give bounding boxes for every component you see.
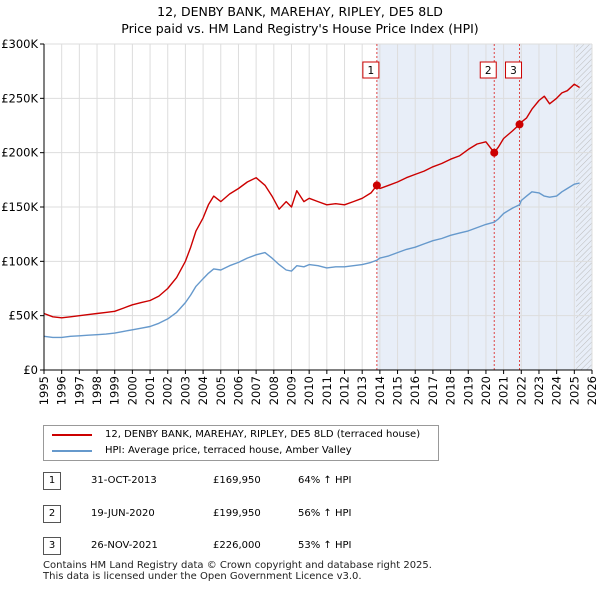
sale-point bbox=[490, 148, 499, 157]
footer-line-2: This data is licensed under the Open Gov… bbox=[43, 571, 362, 582]
sale-hpi-change: 56% ↑ HPI bbox=[298, 508, 352, 519]
sale-marker-labels: 1 2 3 bbox=[362, 61, 523, 79]
x-tick-label: 2012 bbox=[338, 376, 352, 405]
x-axis: 1995 1996 1997 1998 1999 2000 2001 2002 2003 2004… bbox=[37, 369, 599, 405]
x-tick-label: 2017 bbox=[426, 376, 440, 405]
y-tick-label: £300K bbox=[1, 37, 38, 51]
x-tick-label: 2025 bbox=[567, 376, 581, 405]
legend-swatch-hpi bbox=[52, 450, 92, 452]
x-tick-label: 1995 bbox=[37, 376, 51, 405]
sale-date: 26-NOV-2021 bbox=[91, 540, 158, 551]
sale-date: 19-JUN-2020 bbox=[91, 508, 155, 519]
x-tick-label: 1997 bbox=[72, 376, 86, 405]
y-tick-label: £150K bbox=[1, 200, 38, 214]
x-tick-label: 1996 bbox=[55, 376, 69, 405]
sale-marker-box bbox=[362, 61, 380, 79]
sale-points bbox=[372, 120, 524, 190]
series-lines bbox=[43, 83, 580, 339]
sale-price: £169,950 bbox=[213, 475, 261, 486]
property-price-line bbox=[43, 83, 580, 319]
x-tick-label: 2007 bbox=[249, 376, 263, 405]
chart-title: 12, DENBY BANK, MAREHAY, RIPLEY, DE5 8LD… bbox=[0, 3, 600, 37]
x-tick-label: 2019 bbox=[461, 376, 475, 405]
sale-number: 1 bbox=[43, 472, 61, 490]
title-line-1: 12, DENBY BANK, MAREHAY, RIPLEY, DE5 8LD bbox=[157, 4, 443, 19]
x-tick-label: 2021 bbox=[497, 376, 511, 405]
sale-price: £226,000 bbox=[213, 540, 261, 551]
sale-marker-label: 1 bbox=[368, 65, 375, 77]
price-chart: 1 2 3 £0 £50K £100K £150K £200K £250K £300K 1995… bbox=[1, 37, 599, 405]
y-tick-label: £50K bbox=[9, 309, 39, 323]
y-tick-label: £200K bbox=[1, 146, 38, 160]
x-tick-label: 2014 bbox=[373, 376, 387, 405]
sale-marker-box bbox=[479, 61, 497, 79]
x-tick-label: 2024 bbox=[550, 376, 564, 405]
y-tick-label: £0 bbox=[23, 363, 38, 377]
title-line-2: Price paid vs. HM Land Registry's House … bbox=[121, 21, 479, 36]
x-tick-label: 2003 bbox=[178, 376, 192, 405]
y-axis: £0 £50K £100K £150K £200K £250K £300K bbox=[1, 37, 45, 377]
legend-label-hpi: HPI: Average price, terraced house, Ambe… bbox=[105, 445, 352, 456]
x-tick-label: 2001 bbox=[143, 376, 157, 405]
x-tick-label: 2004 bbox=[196, 376, 210, 405]
x-tick-label: 2000 bbox=[125, 376, 139, 405]
x-tick-label: 2006 bbox=[231, 376, 245, 405]
sale-row: 2 19-JUN-2020 £199,950 56% ↑ HPI bbox=[43, 505, 463, 525]
sale-point bbox=[515, 120, 524, 129]
footer-line-1: Contains HM Land Registry data © Crown c… bbox=[43, 560, 432, 571]
sale-row: 1 31-OCT-2013 £169,950 64% ↑ HPI bbox=[43, 472, 463, 492]
footer: Contains HM Land Registry data © Crown c… bbox=[43, 560, 432, 582]
sale-hpi-change: 64% ↑ HPI bbox=[298, 475, 352, 486]
y-tick-label: £250K bbox=[1, 91, 38, 105]
x-tick-label: 2026 bbox=[585, 376, 599, 405]
x-tick-label: 2008 bbox=[267, 376, 281, 405]
sale-marker-label: 2 bbox=[485, 65, 492, 77]
legend-label-property: 12, DENBY BANK, MAREHAY, RIPLEY, DE5 8LD… bbox=[105, 429, 421, 440]
x-tick-label: 2022 bbox=[514, 376, 528, 405]
x-tick-label: 2002 bbox=[161, 376, 175, 405]
x-tick-label: 2005 bbox=[214, 376, 228, 405]
x-tick-label: 1999 bbox=[108, 376, 122, 405]
sale-number: 2 bbox=[43, 505, 61, 523]
sale-point bbox=[372, 181, 381, 190]
y-tick-label: £100K bbox=[1, 254, 38, 268]
x-tick-label: 2015 bbox=[391, 376, 405, 405]
x-tick-label: 2010 bbox=[302, 376, 316, 405]
sale-number: 3 bbox=[43, 537, 61, 555]
x-tick-label: 1998 bbox=[90, 376, 104, 405]
sale-date: 31-OCT-2013 bbox=[91, 475, 157, 486]
legend-swatch-property bbox=[52, 434, 92, 436]
sale-price: £199,950 bbox=[213, 508, 261, 519]
sale-marker-label: 3 bbox=[510, 65, 517, 77]
x-tick-label: 2009 bbox=[284, 376, 298, 405]
x-tick-label: 2023 bbox=[532, 376, 546, 405]
sale-hpi-change: 53% ↑ HPI bbox=[298, 540, 352, 551]
sale-row: 3 26-NOV-2021 £226,000 53% ↑ HPI bbox=[43, 537, 463, 557]
x-tick-label: 2016 bbox=[408, 376, 422, 405]
sale-marker-box bbox=[505, 61, 523, 79]
hpi-line bbox=[43, 182, 580, 339]
x-tick-label: 2020 bbox=[479, 376, 493, 405]
x-tick-label: 2013 bbox=[355, 376, 369, 405]
x-tick-label: 2011 bbox=[320, 376, 334, 405]
x-tick-label: 2018 bbox=[444, 376, 458, 405]
legend: 12, DENBY BANK, MAREHAY, RIPLEY, DE5 8LD… bbox=[43, 425, 439, 461]
